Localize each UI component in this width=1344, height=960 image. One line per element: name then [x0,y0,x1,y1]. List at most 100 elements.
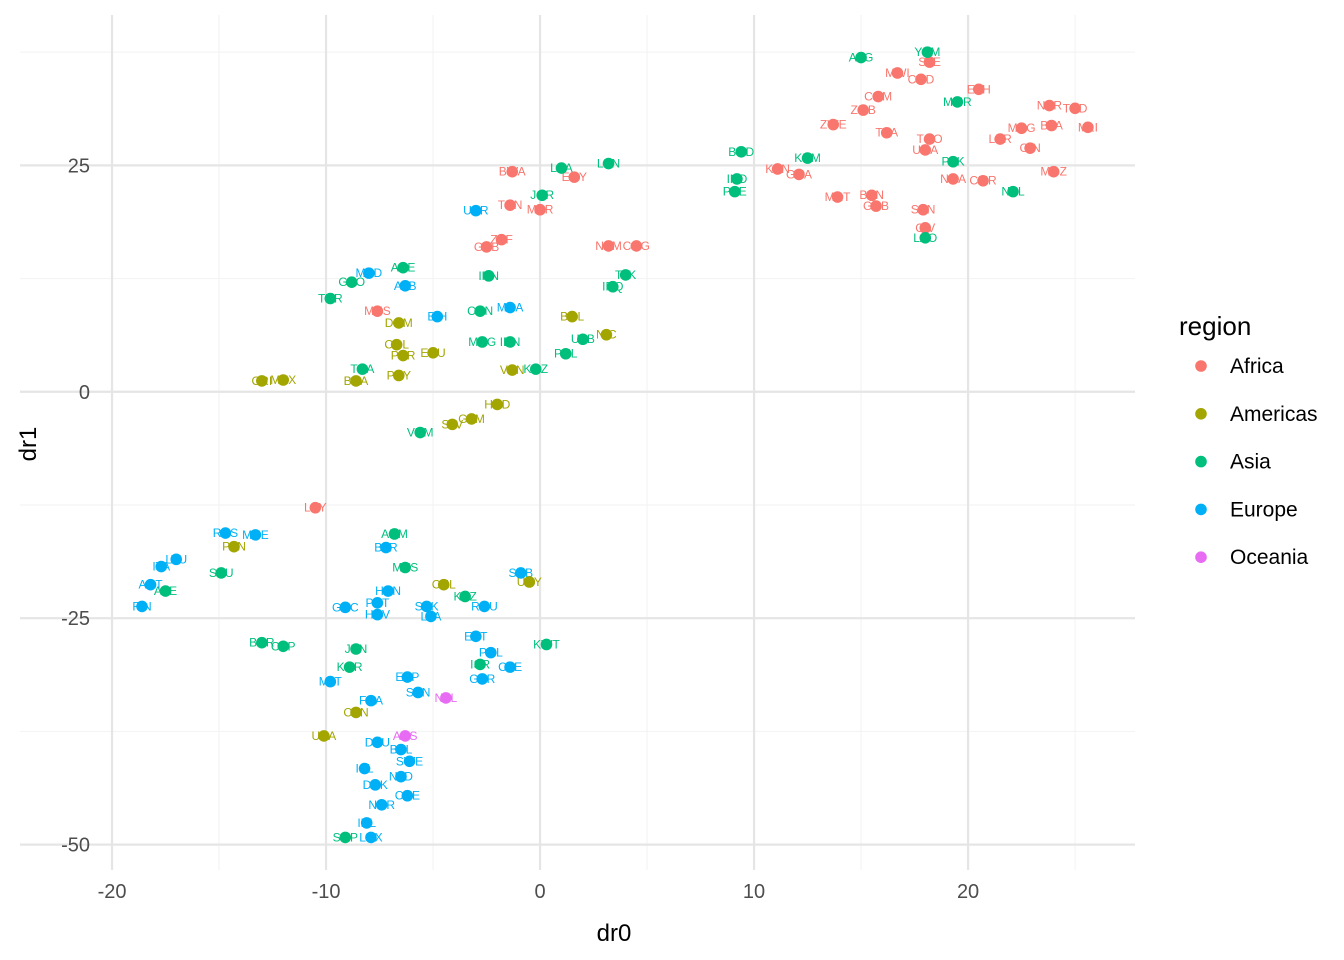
data-point-mkd [363,267,375,279]
data-point-ind [731,173,743,185]
x-tick-label: -20 [98,881,127,903]
data-point-nor [375,798,388,811]
data-point-pse [728,185,741,198]
x-axis-ticks: -20 -10 0 10 20 [98,881,980,903]
data-point-sau [215,567,227,579]
data-point-rou [478,600,491,613]
data-point-ury [523,576,536,588]
data-point-yem [921,46,934,58]
data-point-irn [482,270,495,282]
y-tick-label: -50 [61,835,90,857]
x-axis-title: dr0 [597,920,632,947]
data-point-ben [865,189,878,202]
legend-key-americas [1195,408,1207,420]
data-point-uga [919,144,932,156]
data-point-mrt [831,191,844,203]
data-point-phl [559,347,572,360]
data-point-cmr [977,174,989,187]
data-point-lux [365,831,377,844]
data-point-dom [393,317,405,329]
data-point-sgp [339,831,352,844]
legend-label: Europe [1230,498,1298,521]
data-point-nld [395,770,407,783]
data-point-bgd [735,145,748,158]
data-point-gbr [476,673,489,685]
data-point-lby [309,501,322,514]
data-point-per [397,349,409,362]
legend-title: region [1179,311,1251,341]
data-point-est [470,630,482,643]
data-point-npl [1007,185,1019,198]
data-point-rus [219,527,232,539]
data-point-ecu [427,347,439,359]
data-point-mdg [1015,122,1028,135]
data-point-idn [504,336,516,348]
grid [20,15,1135,870]
data-point-cze [504,661,516,673]
data-point-mar [534,203,546,216]
data-point-bra [350,375,362,387]
data-point-svn [412,686,424,699]
data-point-esp [401,671,414,683]
data-point-mne [249,529,262,541]
data-point-gab [480,241,493,253]
data-point-mmr [951,96,964,108]
data-point-mng [476,336,489,348]
legend-label: Asia [1230,451,1271,474]
data-point-mwi [891,67,904,79]
data-point-fin [136,600,148,613]
legend-label: Oceania [1230,546,1309,569]
data-point-pak [947,155,959,168]
data-point-tcd [1069,102,1081,115]
data-point-bol [566,310,578,323]
data-point-fra [365,694,377,707]
data-point-civ [919,222,932,234]
legend-label: Americas [1230,403,1318,426]
data-point-chl [437,578,450,591]
legend: region Africa Americas Asia Europe Oceania [1179,311,1318,569]
data-point-eth [972,83,985,96]
data-point-aze [159,585,172,597]
data-point-bel [395,743,407,756]
data-point-isr [474,658,486,671]
y-tick-label: 0 [79,382,90,404]
data-point-swe [403,755,416,768]
data-point-zwe [827,118,840,131]
data-point-tur [324,292,337,305]
data-point-can [350,706,362,719]
data-point-lbr [994,133,1006,145]
data-point-lka [555,162,568,174]
data-point-mda [504,301,516,314]
data-point-hnd [491,398,504,411]
x-tick-label: 0 [534,881,545,903]
data-point-tha [356,363,369,375]
points [136,46,1094,844]
data-point-hrv [371,608,384,621]
data-point-jpn [350,643,362,655]
data-point-sle [923,56,936,68]
data-point-aus [399,730,412,742]
data-point-zaf [495,233,508,246]
data-point-lva [425,610,437,623]
legend-key-europe [1195,503,1207,516]
data-point-vnm [414,426,427,439]
data-point-pry [393,369,405,382]
data-point-jor [536,189,548,202]
data-point-bhr [256,636,268,649]
data-point-alb [399,280,412,292]
data-point-kgz [529,363,542,375]
y-axis-ticks: -50 -25 0 25 [61,155,90,856]
data-point-bfa [1045,119,1058,132]
data-point-kaz [459,590,471,603]
data-point-pol [485,646,497,659]
y-axis-title: dr1 [15,427,42,462]
data-point-usa [318,730,330,742]
data-point-cri [256,375,268,387]
data-point-ner [1043,99,1056,112]
data-point-irl [360,817,373,829]
data-point-chn [474,305,486,317]
data-point-tjk [619,269,632,281]
data-point-aut [144,578,157,591]
data-point-cog [630,240,643,252]
